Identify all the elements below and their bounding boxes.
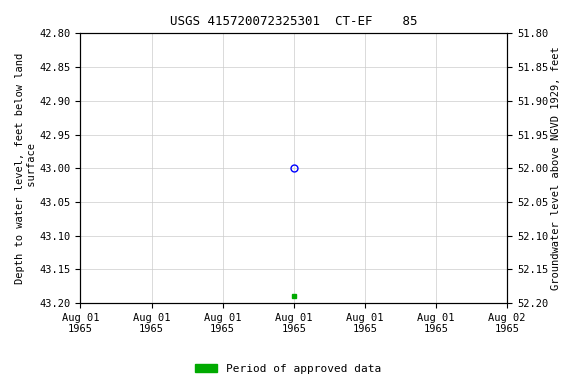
Y-axis label: Groundwater level above NGVD 1929, feet: Groundwater level above NGVD 1929, feet bbox=[551, 46, 561, 290]
Legend: Period of approved data: Period of approved data bbox=[191, 359, 385, 379]
Title: USGS 415720072325301  CT-EF    85: USGS 415720072325301 CT-EF 85 bbox=[170, 15, 418, 28]
Y-axis label: Depth to water level, feet below land
 surface: Depth to water level, feet below land su… bbox=[15, 53, 37, 284]
